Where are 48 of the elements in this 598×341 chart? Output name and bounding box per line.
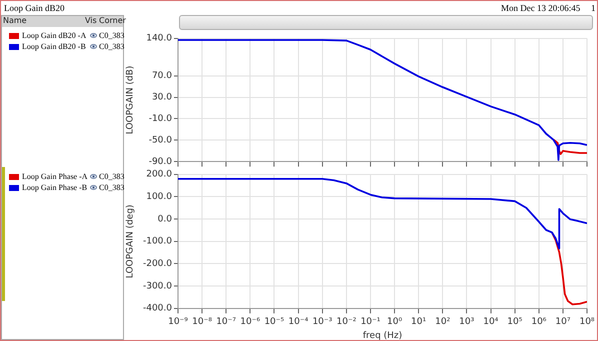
x-tick-label: 10³ [459, 317, 475, 328]
x-tick-label: 10⁻³ [312, 317, 333, 328]
text: Corner [99, 16, 126, 25]
text: C0_383 [99, 183, 124, 192]
x-tick-label: 10⁻¹ [360, 317, 381, 328]
y-tick-label: -300.0 [142, 281, 172, 292]
y-axis-title: LOOPGAIN (deg) [126, 204, 136, 278]
legend-label: Loop Gain dB20 -A [22, 31, 86, 40]
x-tick-label: 10² [435, 317, 451, 328]
x-tick-label: 10⁻⁵ [264, 317, 285, 328]
y-tick-label: 100.0 [146, 192, 172, 202]
legend-label: Loop Gain Phase -B [22, 183, 88, 192]
x-tick-label: 10⁻⁹ [168, 317, 188, 328]
legend-label: Loop Gain dB20 -B [22, 42, 86, 51]
y-tick-label: -100.0 [142, 236, 172, 247]
text: C0_383 [99, 42, 124, 51]
y-tick-label: 30.0 [152, 92, 172, 103]
text: Vis [85, 16, 97, 25]
y-tick-label: -10.0 [148, 114, 172, 124]
legend-label: Loop Gain Phase -A [22, 172, 88, 181]
x-tick-label: 10⁵ [507, 317, 523, 328]
text: 1 [591, 3, 596, 13]
x-tick-label: 10⁻⁷ [216, 317, 236, 328]
text: Loop Gain dB20 [4, 3, 64, 13]
x-axis-title: freq (Hz) [362, 330, 402, 341]
y-tick-label: -200.0 [142, 259, 172, 270]
x-tick-label: 10⁶ [531, 317, 547, 328]
y-tick-label: 140.0 [146, 34, 172, 44]
x-tick-label: 10⁷ [555, 317, 571, 328]
text: C0_383 [99, 172, 124, 181]
x-tick-label: 10⁻⁴ [288, 317, 309, 328]
x-tick-label: 10⁻⁶ [240, 317, 260, 328]
y-tick-label: 200.0 [146, 170, 172, 180]
y-tick-label: 0.0 [158, 214, 172, 224]
x-tick-label: 10⁻² [336, 317, 357, 328]
y-axis-title: LOOPGAIN (dB) [126, 66, 136, 134]
y-tick-label: -50.0 [148, 136, 172, 146]
x-tick-label: 10⁸ [579, 317, 595, 328]
x-tick-label: 10⁻⁸ [192, 317, 212, 328]
x-tick-label: 10⁰ [387, 317, 402, 328]
text: Name [3, 16, 27, 25]
y-tick-label: 70.0 [152, 71, 172, 82]
x-tick-label: 10¹ [411, 317, 427, 328]
y-tick-label: -90.0 [148, 156, 172, 167]
y-tick-label: -400.0 [142, 304, 172, 314]
text: C0_383 [99, 31, 124, 40]
text: Mon Dec 13 20:06:45 [501, 3, 580, 13]
x-tick-label: 10⁴ [483, 317, 499, 328]
